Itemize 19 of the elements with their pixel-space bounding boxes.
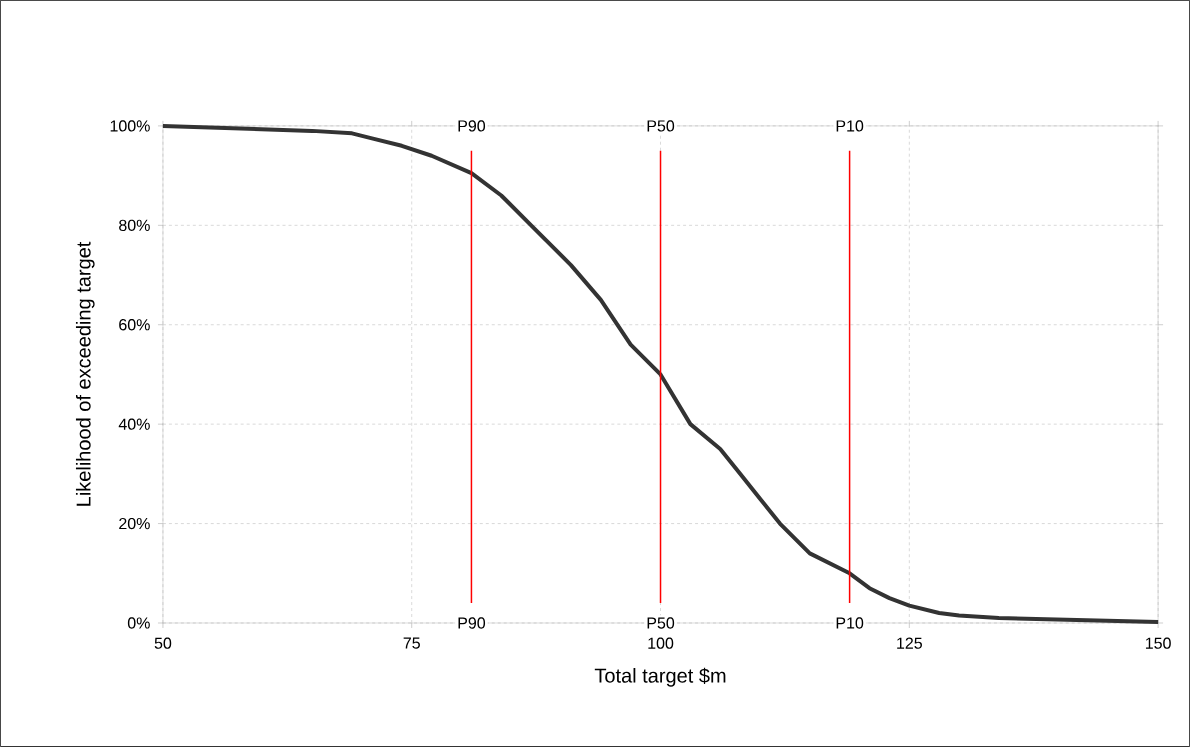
x-tick-label: 50 bbox=[154, 637, 172, 649]
y-tick-label: 40% bbox=[118, 418, 150, 430]
x-tick-label: 150 bbox=[1145, 637, 1171, 649]
y-axis-title: Likelihood of exceeding target bbox=[75, 241, 95, 506]
y-tick-label: 60% bbox=[119, 319, 150, 331]
y-tick-label: 0% bbox=[127, 617, 150, 629]
x-axis-title: Total target $m bbox=[594, 667, 726, 687]
y-tick-label: 20% bbox=[119, 517, 150, 530]
y-tick-label: 80% bbox=[119, 219, 150, 232]
text: P50 bbox=[647, 120, 675, 132]
x-tick-label: 100 bbox=[648, 637, 674, 649]
ref-line-label: P10 bbox=[836, 617, 864, 629]
ref-line-label: P50 bbox=[647, 617, 675, 629]
text: P10 bbox=[836, 120, 864, 132]
ref-line-label: P90 bbox=[458, 617, 486, 629]
y-tick-label: 100% bbox=[110, 120, 150, 132]
x-tick-label: 75 bbox=[403, 637, 420, 649]
x-tick-label: 125 bbox=[897, 637, 922, 649]
text: P90 bbox=[458, 120, 486, 132]
